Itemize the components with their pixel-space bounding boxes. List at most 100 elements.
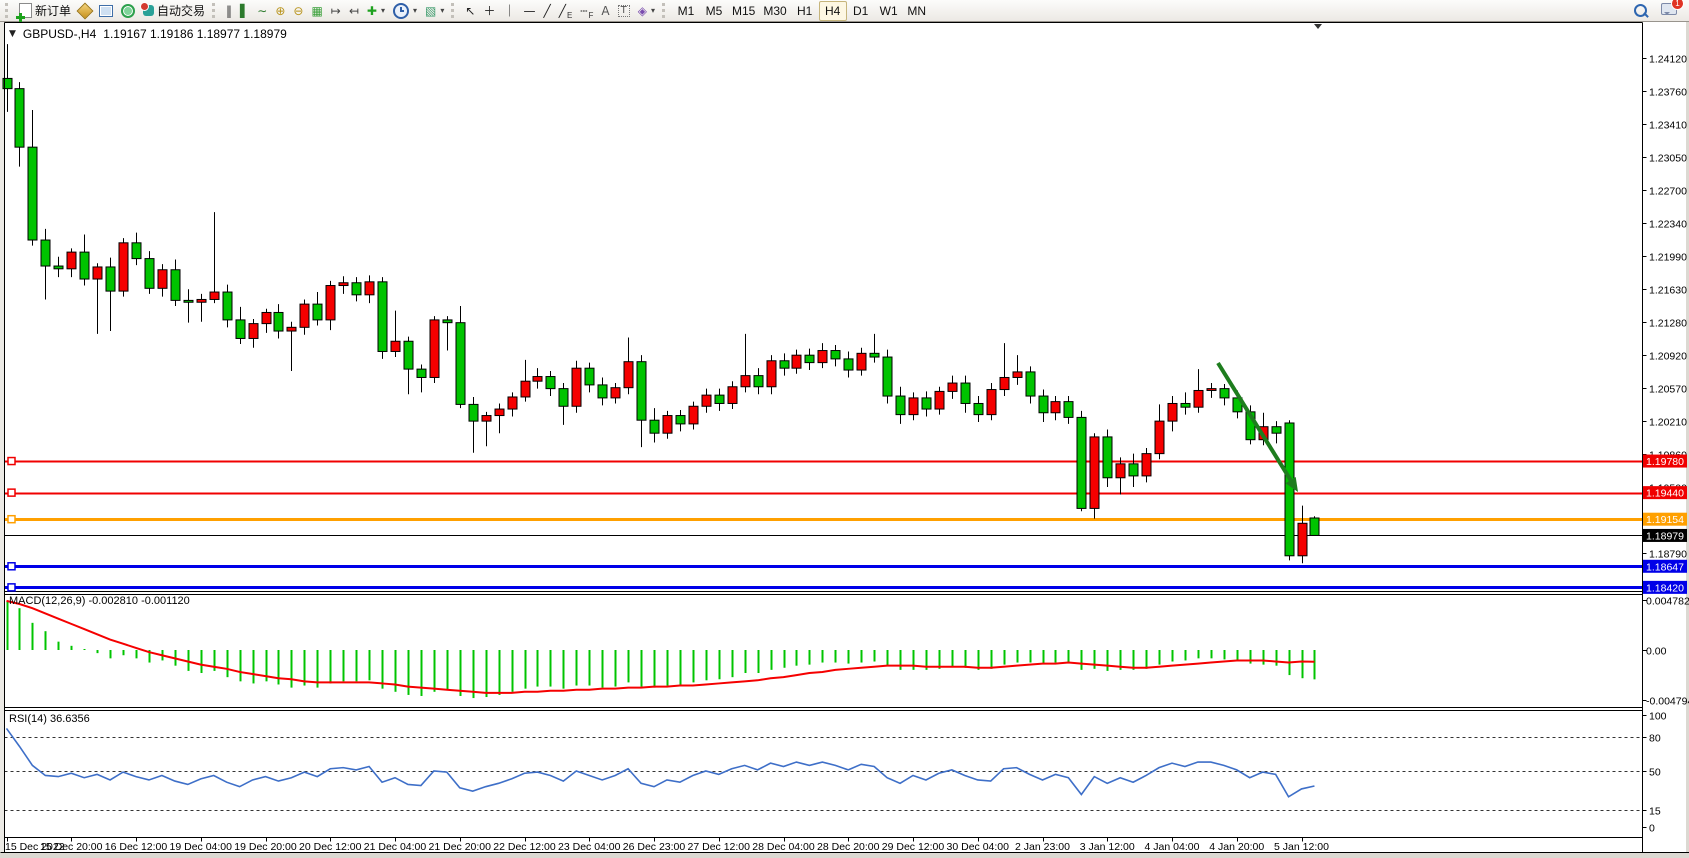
timeframe-m15-button[interactable]: M15 xyxy=(728,1,759,21)
templates-button[interactable]: ▧ ▾ xyxy=(421,1,448,21)
symbol-dropdown-icon[interactable]: ▼ xyxy=(9,29,16,39)
auto-scroll-button[interactable]: ↦ xyxy=(327,1,345,21)
charts-panel-button[interactable] xyxy=(75,1,95,21)
timeframe-m5-button-label: M5 xyxy=(705,3,723,18)
candle-body xyxy=(429,319,440,378)
signals-button[interactable] xyxy=(117,1,139,21)
bar-chart-button[interactable]: ‖ xyxy=(222,1,236,21)
chevron-down-icon[interactable]: ▾ xyxy=(440,6,445,15)
toolbar-grip[interactable] xyxy=(5,3,11,18)
level-drag-handle[interactable] xyxy=(7,562,16,571)
candle-body xyxy=(1063,401,1074,418)
candle-body xyxy=(571,367,582,407)
level-drag-handle[interactable] xyxy=(7,488,16,497)
level-label-chip xyxy=(1643,486,1687,500)
toolbar-grip[interactable] xyxy=(451,3,457,18)
autotrading-button-label: 自动交易 xyxy=(157,4,206,18)
candle-body xyxy=(1297,522,1308,557)
timeframe-m5-button[interactable]: M5 xyxy=(700,1,728,21)
candle-body xyxy=(157,269,168,289)
zoom-out-button[interactable]: ⊖ xyxy=(289,1,307,21)
cursor-button[interactable]: ↖ xyxy=(461,1,479,21)
trendline-icon: ╱ xyxy=(543,3,551,18)
market-watch-button[interactable] xyxy=(95,1,117,21)
timeframe-d1-button[interactable]: D1 xyxy=(847,1,875,21)
candle-body xyxy=(325,285,336,321)
vertical-line-button[interactable]: ｜ xyxy=(499,1,519,21)
rsi-line xyxy=(5,727,1315,798)
trend-arrow-annotation[interactable] xyxy=(1216,361,1298,492)
candle-body xyxy=(623,361,634,389)
candle-body xyxy=(934,390,945,410)
arrows-button[interactable]: ◈ ▾ xyxy=(634,1,659,21)
timeframe-w1-button-label: W1 xyxy=(879,3,898,18)
candle-body xyxy=(494,408,505,417)
timeframe-d1-button-label: D1 xyxy=(853,3,869,18)
candle-body xyxy=(416,368,427,378)
chevron-down-icon[interactable]: ▾ xyxy=(413,6,418,15)
timeframe-w1-button[interactable]: W1 xyxy=(875,1,903,21)
level-label-chip xyxy=(1643,512,1687,526)
candle-body xyxy=(1038,395,1049,414)
level-drag-handle[interactable] xyxy=(7,456,16,466)
timeframe-h1-button[interactable]: H1 xyxy=(791,1,819,21)
toolbar-grip[interactable] xyxy=(661,3,668,18)
autotrading-button[interactable]: 自动交易 xyxy=(139,1,209,21)
toolbar-grip[interactable] xyxy=(212,3,218,18)
timeframe-m30-button[interactable]: M30 xyxy=(759,1,790,21)
time-tick-label: 23 Dec 04:00 xyxy=(558,841,621,853)
rsi-tick-label: 100 xyxy=(1649,711,1667,723)
new-order-button[interactable]: 新订单 xyxy=(15,1,75,22)
candle-body xyxy=(1219,388,1230,399)
timeframe-m1-button[interactable]: M1 xyxy=(672,1,700,21)
chart-shift-marker xyxy=(1314,24,1322,29)
text-button[interactable]: A xyxy=(597,1,613,21)
candlestick-chart-button[interactable]: ▌ xyxy=(236,1,253,21)
horizontal-level-lines xyxy=(4,460,1643,589)
chevron-down-icon[interactable]: ▾ xyxy=(380,6,385,15)
cursor-icon: ↖ xyxy=(465,3,476,18)
tile-windows-button[interactable]: ▦ xyxy=(307,1,326,21)
search-button[interactable] xyxy=(1630,1,1651,21)
toolbar: 新订单 自动交易 ‖ ▌ ∼ ⊕ ⊖ ▦ ↦ ↤ ✚ ▾ ▾ ▧ ▾ ↖ ＋｜ — ╱ ╱ E ┄ F A T ◈ ▾ M1 M5 M15… xyxy=(0,0,1689,22)
candle-body xyxy=(675,415,686,425)
candle-body xyxy=(403,340,414,370)
rsi-pane xyxy=(4,727,1643,811)
price-tick-label: 1.22340 xyxy=(1649,219,1687,231)
timeframe-h4-button[interactable]: H4 xyxy=(818,0,847,21)
candle-body xyxy=(14,88,25,148)
crosshair-button[interactable]: ＋ xyxy=(479,1,499,21)
chart-window-background xyxy=(0,22,1689,858)
equidistant-channel-button[interactable]: ╱ E xyxy=(555,1,577,21)
candle-body xyxy=(856,352,867,371)
level-drag-handle[interactable] xyxy=(7,583,16,592)
notifications-button[interactable]: 1 xyxy=(1661,0,1684,20)
periods-button[interactable]: ▾ xyxy=(389,1,421,21)
time-tick-label: 15 Dec 20:00 xyxy=(40,841,103,853)
candle-body xyxy=(1141,453,1152,477)
candle-body xyxy=(377,281,388,352)
chart-shift-button[interactable]: ↤ xyxy=(345,1,363,21)
candle-body xyxy=(701,394,712,407)
trendline-button[interactable]: ╱ xyxy=(539,1,554,21)
indicator-plus-icon: ✚ xyxy=(366,3,377,18)
chevron-down-icon[interactable]: ▾ xyxy=(650,6,655,15)
zoom-in-button[interactable]: ⊕ xyxy=(271,1,289,21)
text-label-button[interactable]: T xyxy=(614,1,634,21)
level-drag-handle[interactable] xyxy=(7,514,16,524)
candle-body xyxy=(1206,388,1217,391)
timeframe-mn-button[interactable]: MN xyxy=(903,1,931,21)
time-tick-label: 2 Jan 23:00 xyxy=(1015,841,1070,853)
horizontal-line-button[interactable]: — xyxy=(519,1,539,21)
fibonacci-button[interactable]: ┄ F xyxy=(576,1,597,21)
timeframe-m15-button-label: M15 xyxy=(731,3,756,18)
candle-body xyxy=(105,266,116,292)
time-tick-label: 19 Dec 20:00 xyxy=(234,841,297,853)
level-label-text: 1.19154 xyxy=(1646,514,1684,526)
candle-body xyxy=(1180,402,1191,408)
indicators-button[interactable]: ✚ ▾ xyxy=(363,1,389,21)
clock-icon xyxy=(393,2,409,19)
line-chart-button[interactable]: ∼ xyxy=(253,1,271,21)
